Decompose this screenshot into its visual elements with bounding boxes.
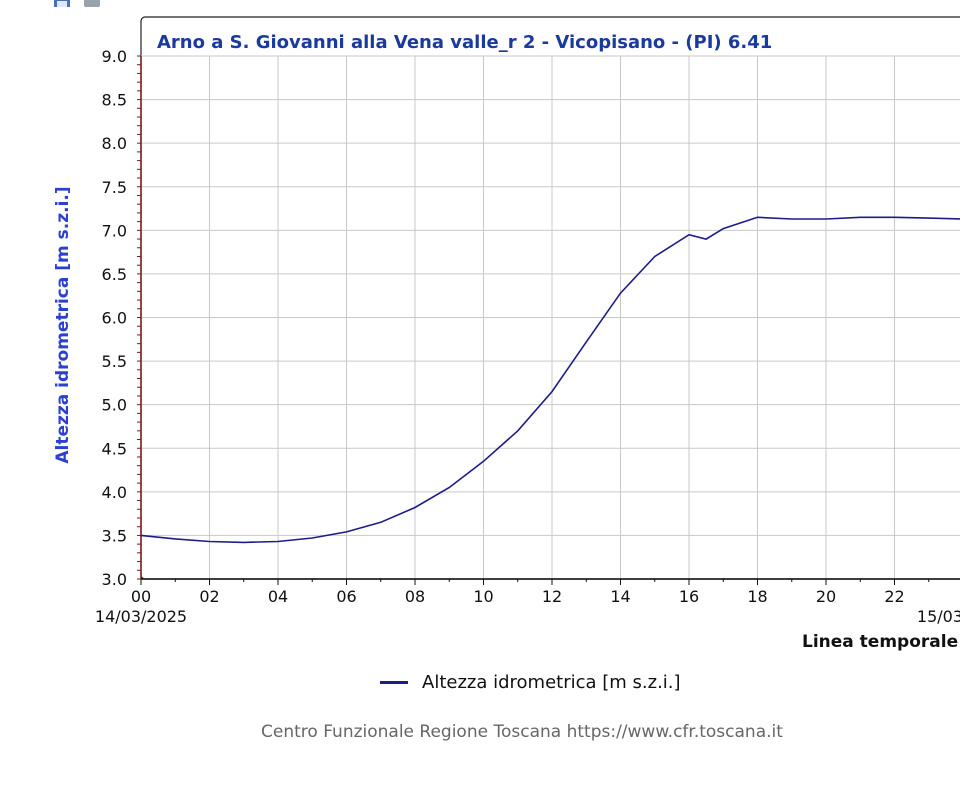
x-tick-label: 22 <box>884 587 904 606</box>
print-icon[interactable] <box>82 0 102 10</box>
chart-toolbar <box>52 0 102 10</box>
x-tick-label: 20 <box>816 587 836 606</box>
x-date-label: 15/03/2025 <box>917 607 960 626</box>
y-tick-label: 4.0 <box>102 483 127 502</box>
y-tick-label: 3.0 <box>102 570 127 589</box>
y-tick-label: 8.0 <box>102 134 127 153</box>
x-tick-label: 14 <box>610 587 630 606</box>
y-tick-label: 8.5 <box>102 91 127 110</box>
x-tick-label: 04 <box>268 587 288 606</box>
series-line-altezza-idrometrica <box>140 216 960 544</box>
x-tick-label: 10 <box>473 587 493 606</box>
x-axis-ticks: 00 02 04 06 08 10 12 14 16 18 20 22 <box>131 579 930 606</box>
plot-frame <box>140 16 960 580</box>
x-tick-label: 12 <box>542 587 562 606</box>
x-axis-label: Linea temporale <box>802 632 958 652</box>
y-tick-label: 6.0 <box>102 309 127 328</box>
y-tick-label: 5.0 <box>102 396 127 415</box>
x-tick-label: 02 <box>199 587 219 606</box>
x-tick-label: 06 <box>336 587 356 606</box>
y-tick-label: 9.0 <box>102 47 127 66</box>
y-tick-label: 5.5 <box>102 352 127 371</box>
x-date-label: 14/03/2025 <box>95 607 187 626</box>
y-tick-label: 7.5 <box>102 178 127 197</box>
y-tick-label: 6.5 <box>102 265 127 284</box>
y-tick-label: 3.5 <box>102 526 127 545</box>
x-tick-label: 16 <box>679 587 699 606</box>
x-tick-label: 08 <box>405 587 425 606</box>
save-icon[interactable] <box>52 0 72 10</box>
y-tick-label: 4.5 <box>102 439 127 458</box>
x-tick-label: 00 <box>131 587 151 606</box>
y-axis-ticks: 3.0 3.5 4.0 4.5 5.0 5.5 6.0 6.5 7.0 7.5 8.0 8.5 9.0 <box>102 47 141 589</box>
legend-swatch <box>380 681 408 684</box>
chart-title: Arno a S. Giovanni alla Vena valle_r 2 -… <box>157 32 772 53</box>
legend: Altezza idrometrica [m s.z.i.] <box>380 672 681 693</box>
y-axis-label: Altezza idrometrica [m s.z.i.] <box>53 186 73 463</box>
water-level-chart: Arno a S. Giovanni alla Vena valle_r 2 -… <box>53 16 960 652</box>
y-tick-label: 7.0 <box>102 221 127 240</box>
legend-label: Altezza idrometrica [m s.z.i.] <box>422 672 681 693</box>
x-tick-label: 18 <box>747 587 767 606</box>
grid-lines <box>141 55 960 579</box>
footer-credit: Centro Funzionale Regione Toscana https:… <box>261 722 783 742</box>
